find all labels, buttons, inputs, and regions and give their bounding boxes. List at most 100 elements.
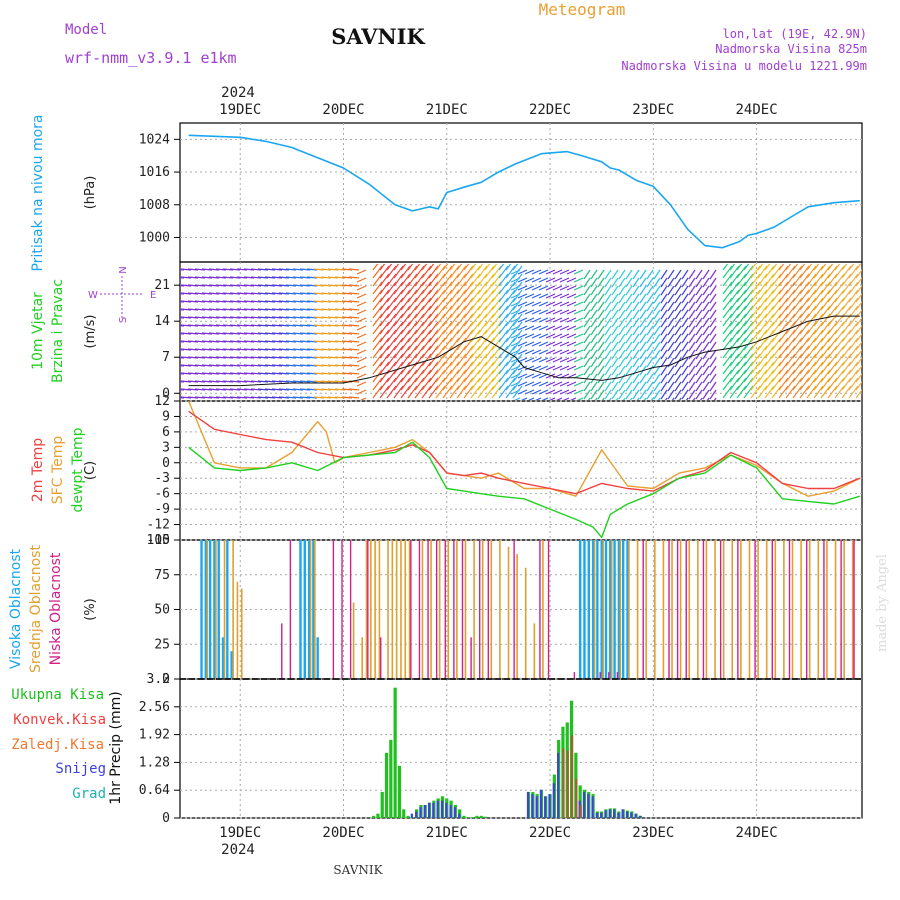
wind-arrow bbox=[194, 388, 206, 391]
ytick-label: 1016 bbox=[139, 165, 170, 180]
wind-arrow bbox=[264, 300, 276, 303]
precip-total-bar bbox=[406, 815, 410, 818]
wind-arrow bbox=[573, 309, 584, 315]
precip-snow-bar bbox=[535, 796, 538, 818]
wind-arrow bbox=[407, 289, 418, 303]
wind-arrow bbox=[327, 308, 339, 311]
wind-arrow bbox=[285, 308, 297, 311]
wind-arrow bbox=[764, 264, 771, 271]
wind-arrow bbox=[757, 264, 764, 271]
cloud-mid-bar bbox=[619, 540, 622, 679]
wind-arrow bbox=[414, 273, 425, 287]
wind-arrow bbox=[257, 324, 269, 327]
wind-arrow bbox=[660, 381, 668, 392]
wind-arrow bbox=[243, 276, 255, 279]
wind-arrow bbox=[848, 297, 859, 311]
wind-arrow bbox=[292, 316, 304, 319]
wind-arrow bbox=[618, 293, 626, 304]
wind-arrow bbox=[456, 273, 467, 287]
wind-arrow bbox=[285, 268, 297, 271]
wind-arrow bbox=[512, 377, 523, 391]
wind-arrow bbox=[785, 345, 796, 359]
wind-arrow bbox=[306, 332, 318, 335]
wind-arrow bbox=[379, 313, 390, 327]
wind-arrow bbox=[566, 357, 577, 363]
wind-arrow bbox=[285, 316, 297, 319]
cloud-low-bar bbox=[547, 540, 550, 679]
precip-total-bar bbox=[470, 817, 475, 818]
wind-arrow bbox=[313, 364, 325, 367]
wind-arrow bbox=[470, 321, 481, 335]
wind-arrow bbox=[313, 356, 325, 359]
wind-arrow bbox=[180, 356, 185, 359]
wind-arrow bbox=[299, 396, 311, 399]
wind-arrow bbox=[531, 349, 542, 355]
wind-arrow bbox=[348, 388, 360, 391]
wind-arrow bbox=[435, 305, 446, 319]
wind-arrow bbox=[491, 273, 502, 287]
wind-arrow bbox=[348, 332, 360, 335]
wind-arrow bbox=[667, 317, 675, 328]
wind-arrow bbox=[855, 324, 862, 335]
dewpt-line bbox=[188, 441, 861, 539]
cloud-mid-bar bbox=[748, 540, 751, 679]
bottom-year: 2024 bbox=[221, 842, 255, 858]
wind-arrow bbox=[306, 364, 318, 367]
wind-arrow bbox=[484, 265, 495, 279]
wind-arrow bbox=[685, 397, 689, 400]
wind-arrow bbox=[611, 341, 619, 352]
wind-arrow bbox=[604, 373, 612, 384]
wind-arrow bbox=[583, 341, 591, 352]
wind-arrow bbox=[517, 277, 528, 283]
wind-arrow bbox=[491, 361, 502, 375]
wind-arrow bbox=[463, 264, 470, 271]
wind-arrow bbox=[545, 389, 556, 395]
wind-arrow bbox=[194, 308, 206, 311]
wind-arrow bbox=[236, 268, 248, 271]
wind-arrow bbox=[848, 281, 859, 295]
wind-arrow bbox=[348, 316, 360, 319]
wind-arrow bbox=[505, 345, 516, 359]
wind-arrow bbox=[722, 321, 733, 335]
wind-arrow bbox=[414, 369, 425, 383]
wind-arrow bbox=[243, 340, 255, 343]
wind-arrow bbox=[667, 333, 675, 344]
wind-arrow bbox=[292, 324, 304, 327]
wind-arrow bbox=[264, 340, 276, 343]
wind-arrow bbox=[639, 381, 647, 392]
wind-arrow bbox=[428, 329, 439, 343]
wind-arrow bbox=[848, 321, 859, 335]
wind-arrow bbox=[695, 341, 703, 352]
cloud-mid-bar bbox=[352, 602, 355, 679]
wind-arrow bbox=[848, 353, 859, 367]
wind-arrow bbox=[334, 332, 346, 335]
wind-arrow bbox=[757, 305, 768, 319]
wind-arrow bbox=[180, 388, 192, 391]
precip-snow-bar bbox=[638, 815, 642, 818]
wind-arrow bbox=[470, 281, 481, 295]
wind-arrow bbox=[194, 268, 206, 271]
wind-arrow bbox=[477, 329, 488, 343]
wind-arrow bbox=[456, 289, 467, 303]
wind-arrow bbox=[407, 264, 414, 271]
wind-arrow bbox=[660, 341, 668, 352]
wind-arrow bbox=[625, 373, 633, 384]
wind-arrow bbox=[566, 269, 577, 275]
wind-arrow bbox=[834, 297, 845, 311]
wind-arrow bbox=[442, 313, 453, 327]
wind-arrow bbox=[257, 388, 269, 391]
wind-arrow bbox=[498, 289, 509, 303]
wind-arrow bbox=[356, 269, 367, 275]
wind-arrow bbox=[428, 321, 439, 335]
wind-arrow bbox=[722, 329, 733, 343]
wind-arrow bbox=[442, 337, 453, 351]
wind-arrow bbox=[736, 281, 747, 295]
cloud-mid-bar bbox=[722, 540, 725, 679]
wind-arrow bbox=[653, 277, 661, 288]
wind-arrow bbox=[848, 264, 855, 271]
wind-arrow bbox=[348, 292, 360, 295]
wind-arrow bbox=[194, 348, 206, 351]
wind-arrow bbox=[327, 340, 339, 343]
wind-arrow bbox=[681, 381, 689, 392]
